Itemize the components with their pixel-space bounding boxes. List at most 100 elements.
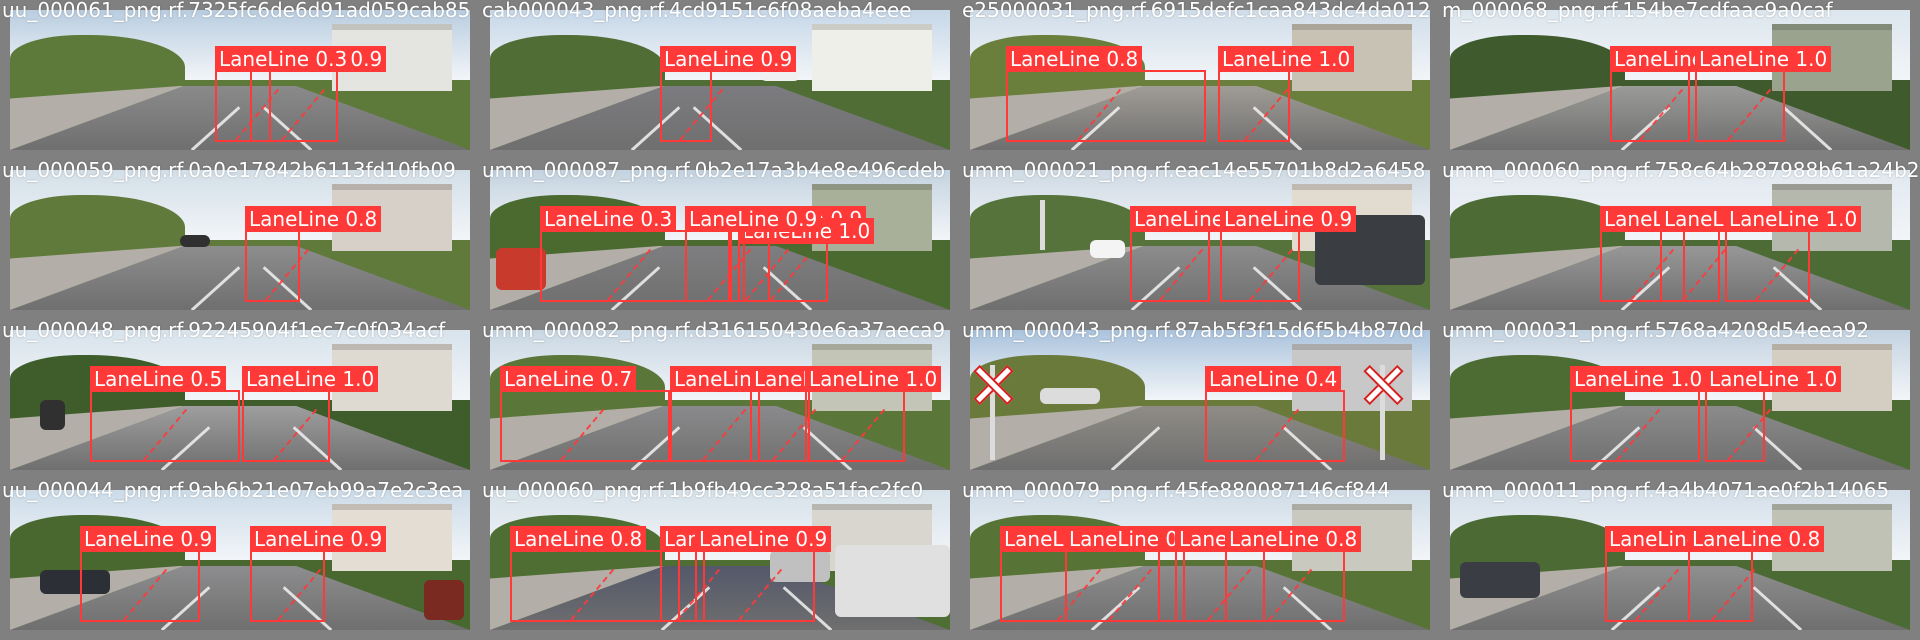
street-photo: LaneLine 0.9 (490, 10, 950, 150)
detection-box: LaneLine 1.0 (1218, 46, 1355, 142)
prediction-tile: LaneLine 0.9 LaneLine 0.9 uu_000044_png.rf… (0, 480, 480, 640)
image-filename: cab000043_png.rf.4cd9151c6f08aeba4eee (482, 0, 912, 22)
parked-car (424, 580, 464, 620)
image-filename: uu_000044_png.rf.9ab6b21e07eb99a7e2c3ea (2, 480, 464, 502)
prediction-tile: LaneLine 0.9 LaneLine 0.9 umm_000021_png.r… (960, 160, 1440, 320)
detection-box: LaneLine 0.9 (660, 46, 797, 142)
detection-label: LaneLine 0.9 (695, 526, 832, 552)
image-filename: uu_000061_png.rf.7325fc6de6d91ad059cab85 (2, 0, 471, 22)
detection-label: LaneLine 0.8 (1688, 526, 1825, 552)
lane-segment (1755, 247, 1801, 301)
lane-segment (1711, 567, 1757, 621)
detection-label: LaneLine 0.4 (1205, 366, 1342, 392)
lane-segment (122, 567, 169, 621)
street-photo: LaneLine 0.8 LaneLine 1.0 (970, 10, 1430, 150)
detection-label: LaneLine 0.8 (245, 206, 382, 232)
roadside-trees (10, 35, 185, 94)
parked-car (180, 235, 210, 247)
detection-label: LaneLine 0.5 (90, 366, 227, 392)
detection-box: LaneLine 1.0 (1725, 206, 1862, 302)
lane-segment (607, 247, 653, 301)
detection-label: LaneLine 0.9 (685, 206, 822, 232)
lane-segment (570, 567, 616, 621)
lane-segment (1254, 407, 1301, 461)
lane-segment (1267, 567, 1314, 621)
detection-box: LaneLine 0.5 (90, 366, 240, 462)
detection-box: LaneLine 0.9 (250, 526, 387, 622)
detection-label: LaneLine 0.8 (1006, 46, 1143, 72)
detection-box: LaneLine 1.0 (1705, 366, 1842, 462)
lane-segment (737, 567, 784, 621)
sign-pole (1380, 365, 1385, 460)
detection-box: LaneLine 0.9 (685, 206, 822, 302)
lane-segment (770, 256, 808, 301)
detection-box: LaneLine 0.8 (245, 206, 382, 302)
street-photo: LaneLine 1.0 LaneLine 1.0 (1450, 330, 1910, 470)
street-photo: LaneLine 0.4 (970, 330, 1430, 470)
detection-box: LaneLine 0.9 (80, 526, 217, 622)
lane-segment (1727, 87, 1773, 141)
prediction-tile: LaneLine 0.8 uu_000059_png.rf.0a0e17842b6… (0, 160, 480, 320)
lane-segment (273, 407, 319, 461)
parked-car (40, 400, 65, 430)
image-filename: umm_000011_png.rf.4a4b4071ae0f2b14065 (1442, 480, 1890, 502)
detection-box: LaneLine 1.0 (1570, 366, 1707, 462)
lane-segment (143, 407, 189, 461)
detection-label: LaneLine 0.8 (1225, 526, 1362, 552)
prediction-tile: LaneLine 1.0 LaneLine 1.0 umm_000031_png.r… (1440, 320, 1920, 480)
detection-box: LaneLine 0.8 (1006, 46, 1206, 142)
detection-box: LaneLine 0.9 (1130, 206, 1267, 302)
street-photo: LaneLine 0.4 LaneLine 0.8 (1450, 490, 1910, 630)
parked-car (1040, 388, 1100, 404)
detection-box: LaneLine 0.9 (1220, 206, 1357, 302)
lane-segment (281, 87, 327, 141)
prediction-tile: LaneLine 0.8 LaneLine 1.0 e25000031_png.rf… (960, 0, 1440, 160)
detection-label: LaneLine 0.7 (500, 366, 637, 392)
detection-box: LaneLine 0.9 (750, 366, 887, 462)
railway-crossing-sign-icon (1363, 365, 1403, 405)
street-photo: LaneLine 0.9 LaneLine 0.9 (10, 490, 470, 630)
detection-box: LaneLine 1.0 (805, 366, 942, 462)
parked-car (835, 545, 950, 617)
image-filename: m_000068_png.rf.154be7cdfaac9a0caf (1442, 0, 1833, 22)
image-filename: umm_000060_png.rf.758c64b287988b61a24b2 (1442, 160, 1920, 182)
detection-box: LaneLine 0.9 (1065, 526, 1202, 622)
sign-pole (990, 365, 995, 460)
image-filename: uu_000060_png.rf.1b9fb49cc328a51fac2fc0 (482, 480, 924, 502)
detection-label: LaneLine 1.0 (805, 366, 942, 392)
detection-box: LaneLine 1.0 (738, 218, 875, 302)
lane-segment (1635, 567, 1681, 621)
detection-box: LaneLine 0.8 (1688, 526, 1825, 622)
detection-label: LaneLine 0.3 (540, 206, 677, 232)
prediction-tile: LaneLine 0.5 LaneLine 1.0 uu_000048_png.rf… (0, 320, 480, 480)
detection-box: LaneLine 0.7 (500, 366, 670, 462)
lane-segment (702, 407, 748, 461)
lane-segment (1107, 567, 1154, 621)
image-filename: umm_000021_png.rf.eac14e55701b8d2a6458 (962, 160, 1426, 182)
detection-label: LaneLine 1.0 (1695, 46, 1832, 72)
detection-box: LaneLine 0.8 (510, 526, 680, 622)
image-filename: uu_000048_png.rf.92245904f1ec7c0f034acf (2, 320, 446, 342)
detection-label: LaneLine 1.0 (1705, 366, 1842, 392)
detection-label: LaneLine 0.9 (250, 526, 387, 552)
image-filename: umm_000079_png.rf.45fe880087146cf844 (962, 480, 1391, 502)
detection-box: LaneLine 1.0 (1695, 46, 1832, 142)
sign-pole (1040, 200, 1045, 250)
detection-box: LaneLine 0.3 (540, 206, 730, 302)
image-filename: uu_000059_png.rf.0a0e17842b6113fd10fb09 (2, 160, 456, 182)
building (812, 24, 932, 92)
image-filename: umm_000087_png.rf.0b2e17a3b4e8e496cdeb (482, 160, 946, 182)
detection-label: LaneLine 0.4 (1605, 526, 1742, 552)
lane-segment (277, 567, 323, 621)
lane-segment (560, 407, 606, 461)
